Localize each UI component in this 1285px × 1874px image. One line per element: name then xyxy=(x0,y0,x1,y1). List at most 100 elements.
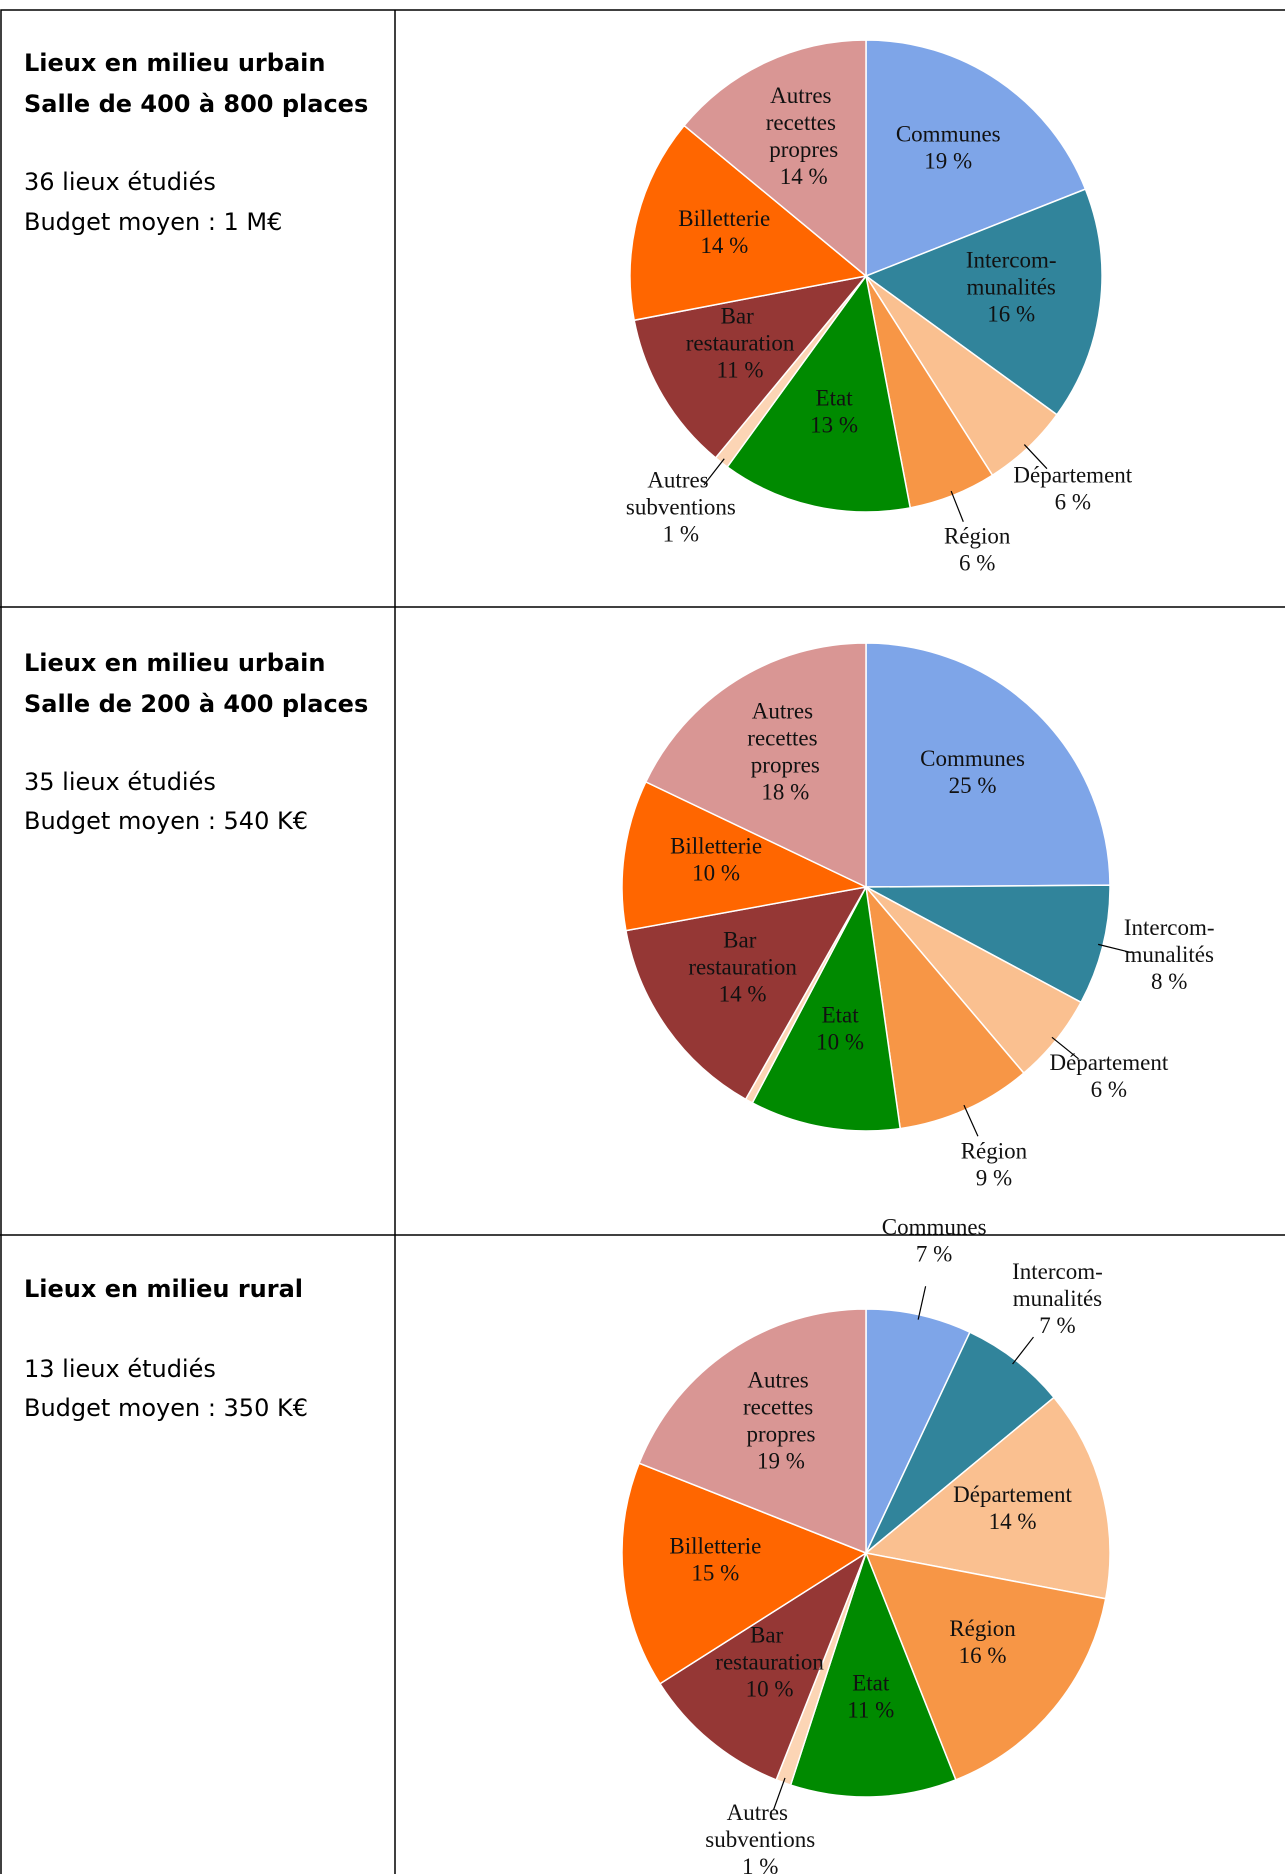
slice-label: Billetterie xyxy=(669,1534,761,1559)
slice-value: 11 % xyxy=(717,357,764,382)
slice-label: Département xyxy=(953,1482,1072,1507)
row-line: 13 lieux étudiés xyxy=(24,1355,216,1383)
label-line: Billetterie xyxy=(669,1534,761,1559)
slice-label: Autres recettes propres xyxy=(743,1367,819,1446)
slice-value: 7 % xyxy=(916,1242,952,1267)
label-line: Billetterie xyxy=(678,206,770,231)
slice-label: Etat xyxy=(852,1671,890,1696)
leader-line xyxy=(1023,444,1048,470)
slice-label: Bar restauration xyxy=(688,928,797,980)
slice-label: Intercom-munalités xyxy=(1012,1259,1103,1311)
slice-label: Département xyxy=(1013,463,1132,488)
slice-label: Billetterie xyxy=(670,833,762,858)
label-line: Autres xyxy=(727,1800,794,1825)
leader-line xyxy=(1097,943,1132,954)
slice-label: Billetterie xyxy=(678,206,770,231)
label-line: munalités xyxy=(1013,1286,1102,1311)
label-line: subventions xyxy=(626,495,736,520)
slice-value: 6 % xyxy=(959,550,995,575)
slice-label: Région xyxy=(961,1138,1028,1163)
label-line: Département xyxy=(953,1482,1072,1507)
slice-value: 11 % xyxy=(847,1698,894,1723)
row-line: 35 lieux étudiés xyxy=(24,768,216,796)
slice-label: Autres subventions xyxy=(626,468,736,520)
pie-slice xyxy=(865,642,1111,888)
pie-slice xyxy=(638,1308,867,1555)
label-line: Communes xyxy=(896,121,1001,146)
slice-value: 6 % xyxy=(1055,490,1091,515)
slice-value: 14 % xyxy=(989,1509,1037,1534)
label-line: Département xyxy=(1013,463,1132,488)
pie-slice xyxy=(644,642,867,889)
pie-slice xyxy=(726,274,912,513)
label-line: Communes xyxy=(920,746,1025,771)
label-line: recettes xyxy=(747,726,823,751)
pie-slice xyxy=(865,39,1087,278)
pie-slice xyxy=(625,885,868,1101)
slice-value: 1 % xyxy=(742,1854,778,1874)
table-border xyxy=(0,9,1285,1874)
label-line: munalités xyxy=(1124,942,1213,967)
label-line: Région xyxy=(961,1138,1028,1163)
label-line: restauration xyxy=(686,330,795,355)
row-line: Budget moyen : 1 M€ xyxy=(24,208,282,236)
label-line: recettes xyxy=(766,110,842,135)
pie-slice xyxy=(621,780,869,932)
pie-slice xyxy=(864,1396,1111,1600)
slice-label: Autres recettes propres xyxy=(766,83,842,162)
label-line: Etat xyxy=(816,385,854,410)
label-line: recettes xyxy=(743,1394,819,1419)
pie-slice xyxy=(621,1462,868,1685)
label-line: Autres xyxy=(752,699,819,724)
slice-value: 1 % xyxy=(663,522,699,547)
slice-value: 16 % xyxy=(959,1643,1007,1668)
row-heading: Lieux en milieu rural xyxy=(24,1275,303,1303)
label-line: Bar xyxy=(723,928,762,953)
label-line: Autres xyxy=(770,83,837,108)
slice-label: Département xyxy=(1049,1050,1168,1075)
row-heading: Lieux en milieu urbain xyxy=(24,649,325,677)
slice-label: Communes xyxy=(920,746,1025,771)
row-line: Budget moyen : 350 K€ xyxy=(24,1394,308,1422)
leader-line xyxy=(1051,1036,1079,1060)
row-line: Budget moyen : 540 K€ xyxy=(24,807,308,835)
row-heading: Lieux en milieu urbain xyxy=(24,49,325,77)
leader-line xyxy=(963,1104,979,1137)
slice-value: 19 % xyxy=(757,1448,805,1473)
label-line: Intercom- xyxy=(966,247,1057,272)
slice-label: Autres recettes propres xyxy=(747,699,823,778)
slice-value: 14 % xyxy=(700,233,748,258)
label-line: Intercom- xyxy=(1012,1259,1103,1284)
slice-value: 13 % xyxy=(810,412,858,437)
slice-label: Intercom-munalités xyxy=(1124,915,1215,967)
row-heading: Salle de 200 à 400 places xyxy=(24,690,368,718)
label-line: Bar xyxy=(750,1623,789,1648)
leader-line xyxy=(950,490,964,522)
slice-label: Région xyxy=(944,523,1011,548)
label-line: propres xyxy=(751,753,820,778)
slice-value: 10 % xyxy=(692,860,740,885)
slice-value: 15 % xyxy=(691,1561,739,1586)
slice-value: 19 % xyxy=(924,148,972,173)
label-line: Etat xyxy=(822,1003,860,1028)
label-line: Autres xyxy=(647,468,714,493)
label-line: restauration xyxy=(688,955,797,980)
slice-value: 9 % xyxy=(976,1165,1012,1190)
slice-value: 7 % xyxy=(1039,1313,1075,1338)
label-line: propres xyxy=(769,137,838,162)
slice-label: Bar restauration xyxy=(715,1623,824,1675)
slice-value: 10 % xyxy=(746,1677,794,1702)
slice-value: 16 % xyxy=(987,301,1035,326)
pie-slice xyxy=(683,39,867,278)
row-line: 36 lieux étudiés xyxy=(24,168,216,196)
pie-slice xyxy=(633,274,868,459)
label-line: propres xyxy=(746,1421,815,1446)
label-line: Intercom- xyxy=(1124,915,1215,940)
slice-label: Autres subventions xyxy=(705,1800,815,1852)
slice-value: 25 % xyxy=(949,773,997,798)
label-line: subventions xyxy=(705,1827,815,1852)
label-line: Région xyxy=(944,523,1011,548)
slice-value: 6 % xyxy=(1091,1077,1127,1102)
pie-slice xyxy=(751,884,902,1132)
slice-label: Intercom-munalités xyxy=(966,247,1057,299)
